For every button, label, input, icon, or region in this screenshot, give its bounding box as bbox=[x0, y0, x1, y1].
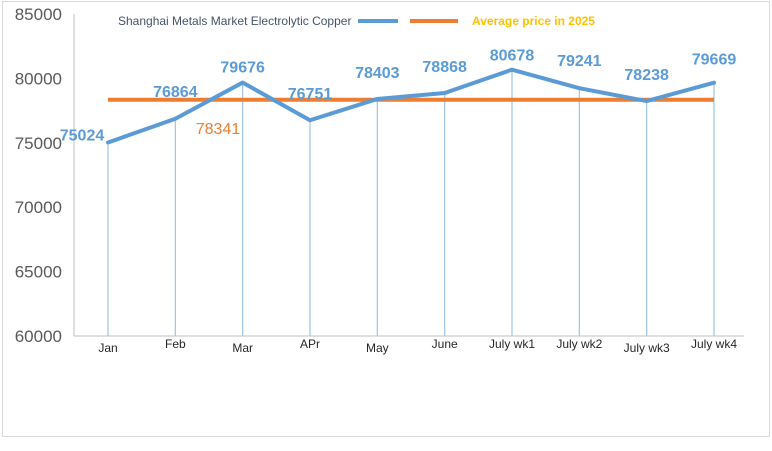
y-tick-labels: 60000 65000 70000 75000 80000 85000 bbox=[15, 5, 62, 346]
copper-data-point bbox=[510, 68, 514, 72]
y-tick-label: 85000 bbox=[15, 5, 62, 24]
data-labels: 75024 76864 79676 76751 78403 78868 80678 79241… bbox=[60, 48, 737, 145]
legend-copper-label: Shanghai Metals Market Electrolytic Copp… bbox=[118, 14, 351, 28]
copper-data-label: 78238 bbox=[624, 67, 669, 84]
average-data-label: 78341 bbox=[196, 121, 241, 138]
y-tick-label: 70000 bbox=[15, 198, 62, 217]
y-tick-label: 65000 bbox=[15, 263, 62, 282]
copper-data-label: 78868 bbox=[422, 59, 467, 76]
copper-data-label: 75024 bbox=[60, 127, 105, 144]
copper-data-point bbox=[443, 91, 447, 95]
y-tick-label: 75000 bbox=[15, 134, 62, 153]
copper-data-label: 76864 bbox=[153, 84, 198, 101]
copper-data-point bbox=[173, 117, 177, 121]
chart-axes bbox=[73, 14, 744, 337]
copper-data-label: 78403 bbox=[355, 65, 400, 82]
x-tick-label: July wk1 bbox=[489, 337, 535, 351]
legend-average-label: Average price in 2025 bbox=[472, 14, 595, 28]
copper-data-label: 79669 bbox=[692, 52, 737, 69]
copper-data-point bbox=[241, 81, 245, 85]
x-tick-label: Feb bbox=[165, 337, 186, 351]
y-tick-label: 60000 bbox=[15, 327, 62, 346]
y-tick-label: 80000 bbox=[15, 69, 62, 88]
copper-price-line bbox=[106, 67, 716, 145]
chart-frame bbox=[2, 1, 770, 437]
legend: Shanghai Metals Market Electrolytic Copp… bbox=[118, 14, 595, 28]
x-tick-label: Jan bbox=[98, 341, 117, 355]
copper-data-label: 79241 bbox=[557, 53, 602, 70]
x-tick-label: July wk3 bbox=[624, 341, 670, 355]
x-tick-label: July wk4 bbox=[691, 337, 737, 351]
x-tick-label: June bbox=[432, 337, 458, 351]
x-tick-labels: Jan Feb Mar APr May June July wk1 July wk2 July … bbox=[98, 337, 737, 355]
copper-data-point bbox=[375, 97, 379, 101]
copper-data-label: 80678 bbox=[490, 48, 535, 65]
x-tick-label: Mar bbox=[232, 341, 253, 355]
copper-data-point bbox=[577, 86, 581, 90]
x-tick-label: May bbox=[366, 341, 389, 355]
copper-data-point bbox=[106, 140, 110, 144]
copper-price-series bbox=[106, 67, 716, 145]
drop-lines bbox=[107, 69, 715, 336]
copper-data-point bbox=[712, 81, 716, 85]
copper-data-point bbox=[308, 118, 312, 122]
copper-data-point bbox=[645, 99, 649, 103]
copper-data-label: 76751 bbox=[288, 86, 333, 103]
x-tick-label: July wk2 bbox=[556, 337, 602, 351]
x-tick-label: APr bbox=[300, 337, 320, 351]
copper-data-label: 79676 bbox=[220, 60, 265, 77]
